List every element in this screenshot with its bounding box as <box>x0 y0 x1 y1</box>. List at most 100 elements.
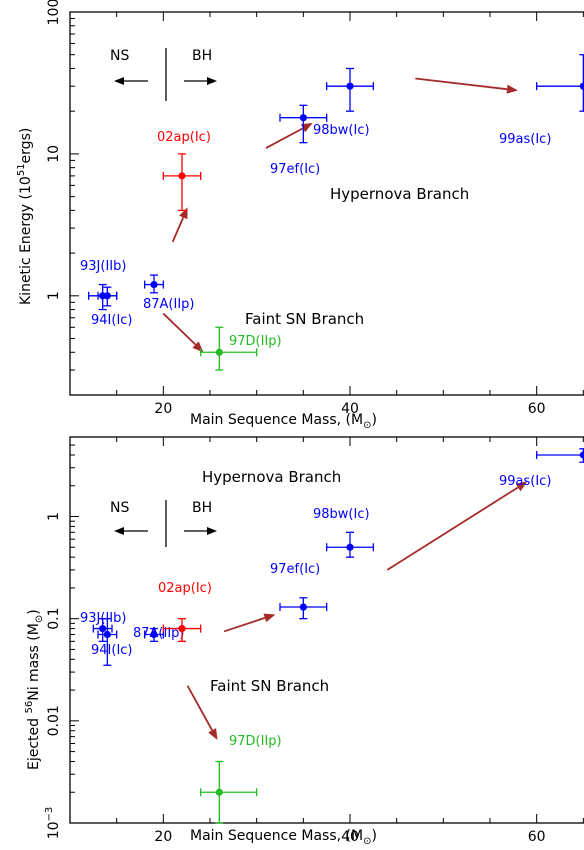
point-label: 94I(Ic) <box>91 643 133 658</box>
point-marker <box>99 624 107 633</box>
x-tick-label: 20 <box>154 401 172 417</box>
y-tick-label: 0.1 <box>46 608 62 630</box>
y-tick-label: 100 <box>46 0 62 25</box>
point-marker <box>178 624 186 633</box>
data-point: 94I(Ic) <box>91 286 133 328</box>
bh-label: BH <box>192 500 212 516</box>
y-ticks: 1 10 100 <box>46 0 79 396</box>
arrow-head-icon <box>263 613 276 623</box>
y-tick-label: 0.01 <box>46 705 62 736</box>
point-marker <box>299 603 307 611</box>
ns-label: NS <box>110 48 129 64</box>
point-label: 97D(IIp) <box>229 734 282 749</box>
ns-bh-divider <box>114 48 217 101</box>
y-tick-label: 10 <box>46 145 62 163</box>
point-marker <box>150 280 158 289</box>
data-point: 02ap(Ic) <box>157 130 211 212</box>
point-label: 98bw(Ic) <box>313 123 370 138</box>
branch-arrow <box>162 312 197 346</box>
y-tick-label: 1 <box>46 512 62 521</box>
x-tick-label: 20 <box>154 829 172 845</box>
data-point: 93J(IIb) <box>80 611 126 642</box>
point-marker <box>215 788 223 796</box>
arrow-head-icon <box>208 728 218 740</box>
point-marker <box>579 451 584 459</box>
data-point: 97ef(Ic) <box>270 104 328 177</box>
data-points: 93J(IIb) 94I(Ic)87A(IIp) 02ap(Ic) 97D(IIp) 9… <box>80 448 584 824</box>
point-marker <box>579 82 584 90</box>
x-ticks: 20 40 60 <box>69 437 584 845</box>
y-axis-label: Kinetic Energy (1051ergs) <box>16 128 34 305</box>
arrow-head-icon <box>506 84 518 94</box>
data-point: 87A(IIp) <box>143 274 195 312</box>
faint-branch-label: Faint SN Branch <box>245 310 364 328</box>
bh-label: BH <box>192 48 212 64</box>
branch-arrow <box>223 617 266 633</box>
branch-arrow <box>171 217 185 243</box>
x-tick-label: 60 <box>528 401 546 417</box>
arrow-left-icon <box>114 527 124 535</box>
hypernova-branch-label: Hypernova Branch <box>330 185 469 203</box>
data-point: 87A(IIp) <box>133 626 185 642</box>
branch-arrows <box>186 481 528 740</box>
point-marker <box>299 114 307 122</box>
point-label: 99as(Ic) <box>499 132 551 147</box>
point-label: 97ef(Ic) <box>270 562 320 577</box>
x-ticks: 20 40 60 <box>69 12 584 417</box>
point-label: 97D(IIp) <box>229 334 282 349</box>
point-label: 02ap(Ic) <box>157 130 211 145</box>
branch-arrow <box>265 127 304 149</box>
point-marker <box>150 630 158 639</box>
arrow-head-icon <box>179 207 188 220</box>
y-tick-label: 1 <box>46 291 62 300</box>
arrow-head-icon <box>515 481 528 492</box>
panel-ni-mass: 20 40 60 10−3 0.01 0.1 1 93J(IIb) 94I(Ic)87A(I… <box>24 436 584 847</box>
data-point: 97ef(Ic) <box>270 562 328 620</box>
hypernova-branch-label: Hypernova Branch <box>202 468 341 486</box>
x-axis-label: Main Sequence Mass, (M⊙) <box>190 828 377 847</box>
data-point: 97D(IIp) <box>200 734 282 824</box>
x-axis-label: Main Sequence Mass, (M⊙) <box>190 412 377 431</box>
data-point: 93J(IIb) <box>80 259 126 311</box>
data-point: 02ap(Ic) <box>158 581 212 642</box>
x-tick-label: 40 <box>341 829 359 845</box>
branch-arrow <box>186 685 213 731</box>
point-label: 02ap(Ic) <box>158 581 212 596</box>
data-point: 99as(Ic) <box>499 54 584 147</box>
arrow-right-icon <box>207 77 217 85</box>
arrow-left-icon <box>114 77 124 85</box>
point-marker <box>178 172 186 180</box>
point-marker <box>346 82 354 90</box>
arrow-right-icon <box>207 527 217 535</box>
point-marker <box>346 543 354 551</box>
x-tick-label: 60 <box>528 829 546 845</box>
data-points: 93J(IIb) 94I(Ic) 87A(IIp) 02ap(Ic) 97D(IIp) 9… <box>80 54 584 371</box>
plot-frame <box>69 11 584 396</box>
data-point: 97D(IIp) <box>200 326 282 371</box>
point-label: 93J(IIb) <box>80 611 126 626</box>
panel-kinetic-energy: 20 40 60 1 10 100 93J(IIb) 94I(Ic) 87A(IIp) 02a… <box>16 0 584 431</box>
y-tick-label: 10−3 <box>44 807 62 840</box>
point-label: 99as(Ic) <box>499 474 551 489</box>
ns-bh-divider <box>114 500 217 547</box>
branch-arrow <box>386 486 519 571</box>
point-label: 94I(Ic) <box>91 313 133 328</box>
data-point: 98bw(Ic) <box>313 67 374 138</box>
point-marker <box>215 348 223 356</box>
point-marker <box>103 630 111 639</box>
branch-arrow <box>415 77 508 91</box>
point-marker <box>103 292 111 300</box>
y-axis-label: Ejected 56Ni mass (M⊙) <box>24 609 45 770</box>
y-ticks: 10−3 0.01 0.1 1 <box>44 436 79 840</box>
point-label: 87A(IIp) <box>133 626 185 641</box>
data-point: 99as(Ic) <box>499 448 584 489</box>
ns-label: NS <box>110 500 129 516</box>
point-label: 98bw(Ic) <box>313 507 370 522</box>
point-label: 87A(IIp) <box>143 297 195 312</box>
data-point: 98bw(Ic) <box>313 507 374 558</box>
point-label: 93J(IIb) <box>80 259 126 274</box>
point-label: 97ef(Ic) <box>270 162 320 177</box>
data-point: 94I(Ic) <box>91 618 133 666</box>
x-tick-label: 40 <box>341 401 359 417</box>
